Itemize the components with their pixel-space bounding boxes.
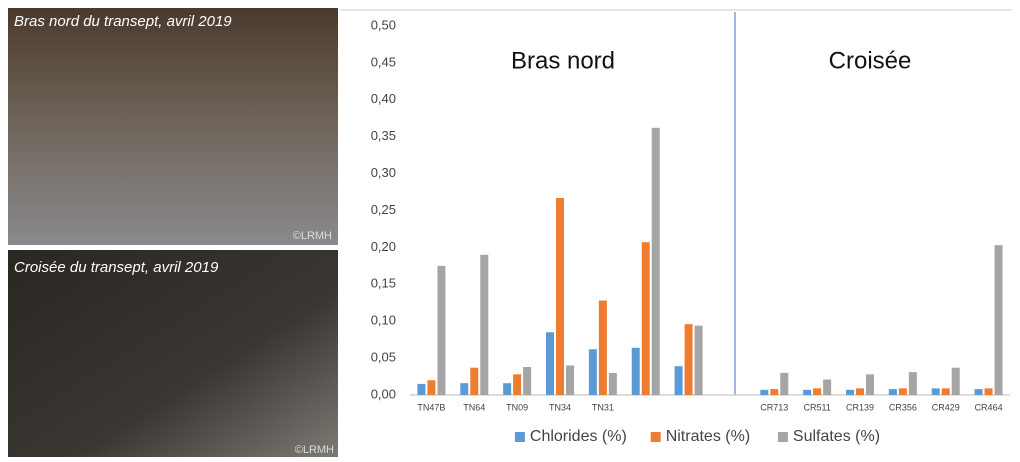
y-tick-label: 0,50 (371, 17, 396, 32)
bar (695, 326, 703, 395)
bar (460, 383, 468, 395)
bar (546, 332, 554, 395)
x-tick-label: CR139 (846, 402, 874, 412)
bar (780, 373, 788, 395)
legend-swatch (651, 432, 661, 442)
bar (856, 388, 864, 395)
bar (523, 367, 531, 395)
bar (823, 380, 831, 395)
legend-label: Chlorides (%) (530, 428, 627, 445)
y-tick-label: 0,25 (371, 202, 396, 217)
photo-caption: Bras nord du transept, avril 2019 (14, 13, 232, 30)
y-tick-label: 0,40 (371, 91, 396, 106)
x-tick-label: CR429 (932, 402, 960, 412)
y-tick-label: 0,35 (371, 128, 396, 143)
bar (770, 389, 778, 395)
bar (909, 372, 917, 395)
photo (8, 250, 338, 457)
bar (995, 245, 1003, 395)
bar (609, 373, 617, 395)
bar (652, 128, 660, 395)
bar (685, 324, 693, 395)
y-tick-label: 0,20 (371, 239, 396, 254)
x-tick-label: TN64 (463, 402, 485, 412)
bar (803, 390, 811, 395)
bar (480, 255, 488, 395)
photo-credit: ©LRMH (293, 230, 332, 242)
bar (599, 301, 607, 395)
bar (566, 365, 574, 395)
x-tick-label: TN34 (549, 402, 571, 412)
x-tick-label: TN31 (592, 402, 614, 412)
bar (889, 389, 897, 395)
y-tick-label: 0,15 (371, 276, 396, 291)
y-tick-label: 0,05 (371, 350, 396, 365)
bar (513, 374, 521, 395)
bar (899, 388, 907, 395)
bar (760, 390, 768, 395)
x-tick-label: CR464 (975, 402, 1003, 412)
bar (589, 349, 597, 395)
bar (437, 266, 445, 395)
legend-label: Nitrates (%) (666, 428, 750, 445)
bar (632, 348, 640, 395)
bar (556, 198, 564, 395)
y-tick-label: 0,00 (371, 386, 396, 401)
photo (8, 8, 338, 245)
x-tick-label: TN47B (417, 402, 445, 412)
bar (975, 389, 983, 395)
bar (952, 368, 960, 395)
figure: Bras nord du transept, avril 2019 ©LRMH … (0, 0, 1020, 457)
bar (813, 388, 821, 395)
bar (942, 388, 950, 395)
bar (417, 384, 425, 395)
legend-swatch (515, 432, 525, 442)
x-tick-label: CR356 (889, 402, 917, 412)
x-tick-label: CR511 (803, 402, 830, 412)
bar (675, 366, 683, 395)
photo-caption: Croisée du transept, avril 2019 (14, 259, 219, 276)
x-tick-label: TN09 (506, 402, 528, 412)
bar (642, 242, 650, 395)
annotation: Croisée (829, 47, 912, 74)
legend-swatch (778, 432, 788, 442)
y-tick-label: 0,30 (371, 165, 396, 180)
bar (427, 380, 435, 395)
legend-label: Sulfates (%) (793, 428, 880, 445)
annotation: Bras nord (511, 47, 615, 74)
y-tick-label: 0,45 (371, 54, 396, 69)
bar (932, 388, 940, 395)
y-tick-label: 0,10 (371, 313, 396, 328)
bar (866, 374, 874, 395)
bar (470, 368, 478, 395)
x-tick-label: CR713 (760, 402, 788, 412)
photo-credit: ©LRMH (295, 444, 334, 456)
bar (985, 388, 993, 395)
bar (503, 383, 511, 395)
bar (846, 390, 854, 395)
